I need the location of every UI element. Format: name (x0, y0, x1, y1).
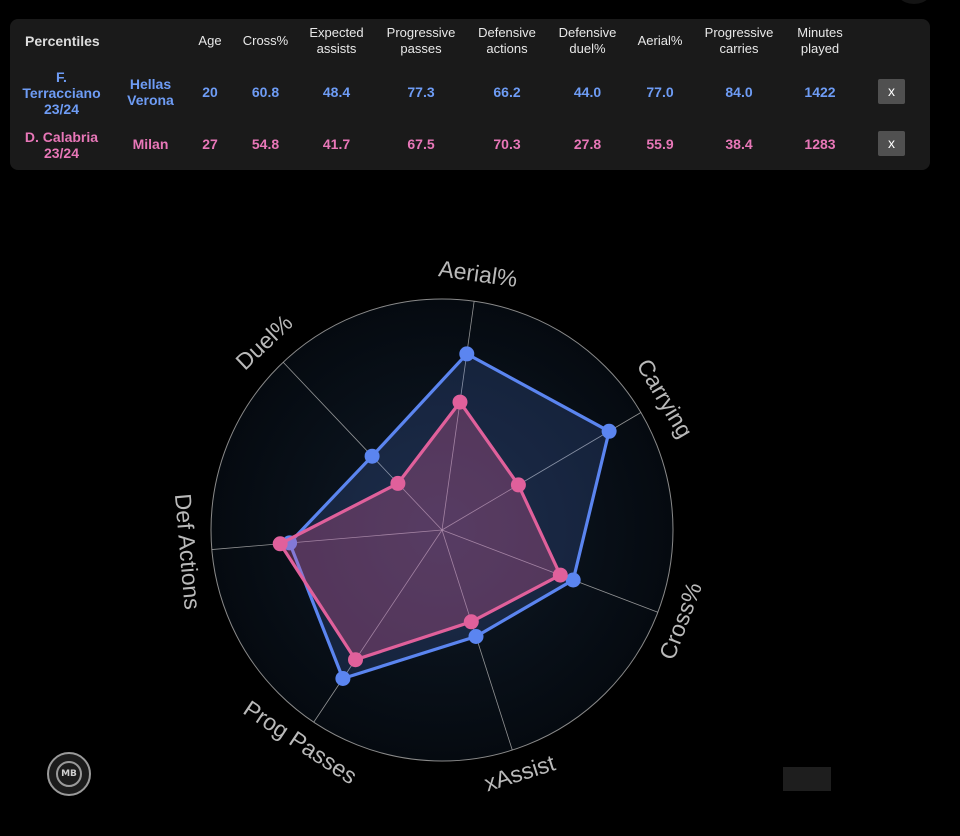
radar-series-area (278, 400, 562, 662)
radar-series-area (288, 352, 611, 681)
table-title: Percentiles (25, 33, 100, 49)
mb-logo-mark: MB (56, 761, 82, 787)
radar-spoke (282, 361, 443, 531)
radar-data-point (390, 475, 406, 491)
radar-spoke (211, 529, 443, 550)
radar-data-point (452, 394, 468, 410)
player-name: D. Calabria 23/24 (24, 128, 99, 161)
cell-minutes-played: 1283 (804, 135, 836, 152)
cell-progressive-carries: 84.0 (725, 83, 753, 100)
radar-spoke (313, 529, 443, 723)
header-progressive-carries: Progressive carries (704, 25, 774, 56)
cell-progressive-carries: 38.4 (725, 135, 753, 152)
cell-defensive-duel: 44.0 (573, 83, 602, 100)
cell-defensive-actions: 66.2 (493, 83, 521, 100)
remove-player-button[interactable]: x (878, 131, 905, 156)
radar-data-point (601, 423, 617, 439)
radar-data-point (459, 346, 475, 362)
cell-expected-assists: 41.7 (322, 135, 351, 152)
table-row: F. Terracciano 23/24 Hellas Verona 20 60… (10, 63, 930, 120)
header-expected-assists: Expected assists (309, 25, 364, 56)
percentiles-table-card: Percentiles Age Cross% Expected assists … (10, 19, 930, 170)
cell-minutes-played: 1422 (804, 83, 836, 100)
team-name: Hellas Verona (127, 75, 174, 108)
table-row: D. Calabria 23/24 Milan 27 54.8 41.7 67.… (10, 120, 930, 167)
corner-button[interactable] (892, 0, 936, 4)
percentiles-table: Percentiles Age Cross% Expected assists … (10, 19, 930, 167)
cell-defensive-actions: 70.3 (493, 135, 521, 152)
cell-progressive-passes: 67.5 (407, 135, 435, 152)
table-header-row: Percentiles Age Cross% Expected assists … (10, 19, 930, 63)
cell-progressive-passes: 77.3 (407, 83, 435, 100)
radar-grid (210, 298, 674, 762)
radar-axis-label: Def Actions (170, 493, 206, 611)
mb-logo: MB (47, 752, 91, 796)
radar-data-point (468, 629, 484, 644)
header-defensive-actions: Defensive actions (478, 25, 536, 56)
header-defensive-duel: Defensive duel% (558, 25, 617, 56)
radar-data-point (335, 671, 351, 686)
radar-data-point (364, 448, 380, 464)
cell-age: 27 (202, 135, 218, 152)
radar-data-point (348, 652, 363, 668)
radar-axis-label: Aerial% (437, 255, 519, 292)
header-cross: Cross% (242, 33, 289, 48)
remove-player-button[interactable]: x (878, 79, 905, 104)
radar-data-point (552, 567, 568, 583)
cell-cross: 54.8 (251, 135, 280, 152)
cell-cross: 60.8 (251, 83, 280, 100)
radar-spoke (441, 301, 475, 531)
cell-aerial: 55.9 (646, 135, 674, 152)
cell-age: 20 (202, 83, 218, 100)
radar-data-point (272, 536, 288, 552)
remove-cell: x (853, 120, 930, 167)
header-progressive-passes: Progressive passes (386, 25, 456, 56)
remove-cell: x (853, 63, 930, 120)
radar-data-point (463, 614, 479, 630)
radar-data-point (565, 572, 581, 588)
header-aerial: Aerial% (637, 33, 683, 48)
radar-axis-label: xAssist (481, 749, 559, 796)
header-minutes-played: Minutes played (797, 25, 843, 56)
cell-aerial: 77.0 (646, 83, 674, 100)
cell-expected-assists: 48.4 (322, 83, 351, 100)
radar-spoke (441, 529, 659, 613)
player-name: F. Terracciano 23/24 (22, 68, 101, 117)
cell-defensive-duel: 27.8 (573, 135, 602, 152)
team-name: Milan (132, 135, 169, 152)
radar-data-point (510, 477, 526, 493)
radar-series (272, 346, 617, 686)
header-age: Age (198, 33, 222, 48)
toggle-control[interactable] (783, 767, 831, 791)
